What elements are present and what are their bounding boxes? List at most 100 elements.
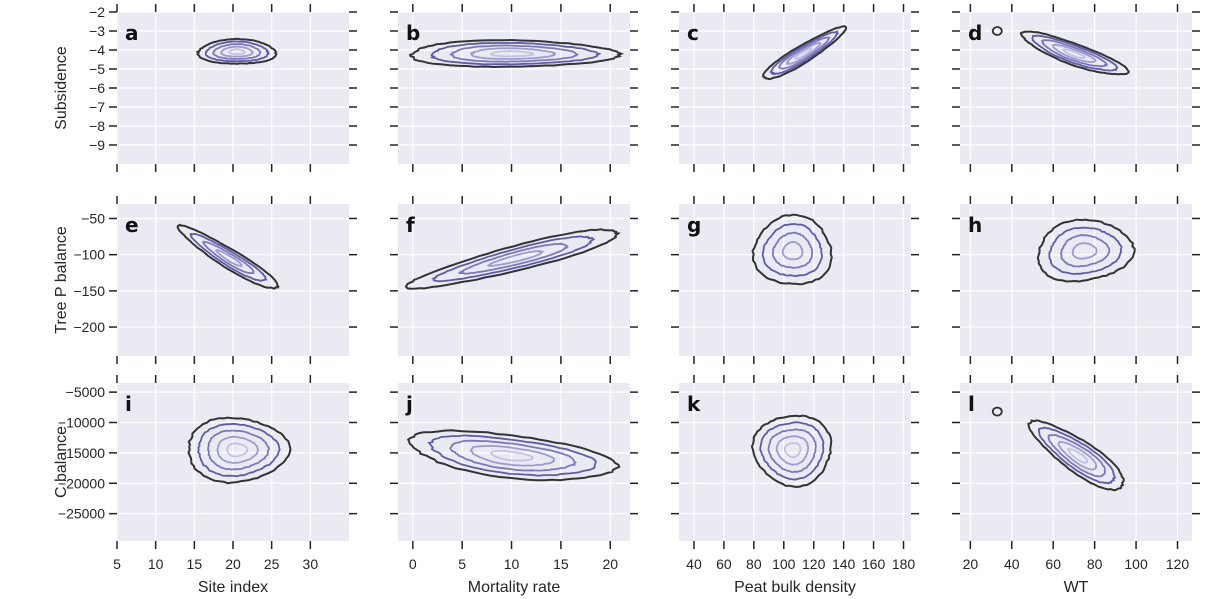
kde-contour-1 [761,223,824,278]
x-tick-label: 60 [1045,556,1061,572]
kde-outlier-contour [991,26,1003,36]
y-tick-label: −150 [73,283,105,299]
y-tick-label: −10000 [58,415,105,431]
kde-contour-2 [212,43,262,60]
kde-contour-2 [449,439,577,472]
y-tick-label: −15000 [58,445,105,461]
kde-contour-4 [783,442,802,459]
kde-contour-2 [778,36,831,70]
panel-h: h [952,196,1200,364]
x-tick-label: 0 [409,556,417,572]
y-tick-label: −25000 [58,506,105,522]
panel-letter: h [968,213,982,237]
kde-contour-3 [469,444,556,467]
kde-contour-3 [1051,43,1097,64]
panel-letter: k [687,392,701,416]
panel-letter: g [687,213,701,237]
panel-letter: a [125,21,139,45]
kde-contour-1 [429,41,602,66]
kde-contour-4 [490,449,534,462]
panel-letter: l [968,392,975,416]
x-tick-label: 180 [892,556,916,572]
kde-contour-0 [404,228,621,290]
kde-contour-3 [1071,242,1098,260]
kde-contour-0 [761,25,848,81]
panel-d: d [952,4,1200,172]
x-tick-label: 60 [716,556,732,572]
y-tick-label: −100 [73,247,105,263]
kde-contour-3 [216,435,260,465]
kde-contour-2 [1059,234,1111,268]
y-tick-label: −9 [89,137,105,153]
kde-contour-0 [406,429,621,482]
kde-contour-3 [775,435,809,466]
x-axis-title: WT [1064,579,1089,596]
kde-contour-2 [201,240,255,275]
x-tick-label: 5 [113,556,121,572]
kde-contour-3 [215,248,244,268]
kde-contour-4 [227,48,247,56]
panel-letter: b [406,21,420,45]
y-tick-label: −7 [89,99,105,115]
x-axis-title: Mortality rate [468,579,561,596]
x-tick-label: 100 [1124,556,1148,572]
y-tick-label: −4 [89,42,105,58]
kde-contour-3 [486,250,545,267]
x-tick-label: 20 [225,556,241,572]
kde-contour-1 [189,232,268,282]
panel-k: k 40 60 80 100 120 140 160 180 [671,375,919,572]
y-axis-title: C balance [53,426,70,498]
kde-contour-1 [1037,426,1117,485]
panel-letter: c [687,21,699,45]
x-tick-label: 120 [1166,556,1190,572]
panel-j: j 0 5 10 15 20 [390,375,638,572]
kde-contour-2 [448,44,579,63]
kde-contour-2 [771,231,813,269]
kde-contour-2 [1047,433,1106,478]
panel-background [960,204,1192,356]
y-tick-label: −8 [89,118,105,134]
kde-contour-1 [204,40,270,63]
panel-f: f [390,196,638,364]
kde-contour-2 [767,428,817,474]
kde-contour-0 [187,416,292,485]
kde-contour-0 [1027,419,1125,492]
x-tick-label: 40 [686,556,702,572]
y-tick-label: −6 [89,80,105,96]
kde-contour-1 [1048,226,1123,275]
kde-contour-3 [469,47,557,60]
x-tick-label: 80 [746,556,762,572]
x-tick-label: 140 [832,556,856,572]
kde-contour-1 [427,434,597,477]
kde-contour-1 [759,421,825,481]
panel-background [398,204,630,356]
panel-background [679,383,911,541]
y-tick-label: −50 [81,210,105,226]
y-tick-label: −3 [89,23,105,39]
panel-letter: j [405,392,413,416]
panel-letter: d [968,21,982,45]
y-tick-label: −5000 [66,384,106,400]
kde-contour-1 [431,235,596,283]
y-axis-title: Subsidence [53,46,70,130]
y-tick-label: −20000 [58,475,105,491]
x-tick-label: 80 [1087,556,1103,572]
kde-contour-0 [176,223,280,290]
kde-outlier-contour [991,406,1003,417]
kde-contour-0 [195,37,278,65]
panel-a: a −2 −3 −4 −5 −6 −7 −8 −9 [89,4,357,172]
kde-contour-1 [769,30,840,76]
kde-contour-1 [1031,34,1119,72]
x-tick-label: 10 [148,556,164,572]
kde-contour-3 [220,45,255,58]
x-tick-label: 20 [963,556,979,572]
panel-letter: f [406,213,415,237]
kde-contour-1 [196,422,281,478]
x-axis-title: Site index [198,579,268,596]
x-tick-label: 15 [187,556,203,572]
kde-contour-2 [207,429,270,471]
kde-contour-4 [1067,447,1089,464]
kde-contour-4 [794,47,815,61]
kde-contour-0 [751,213,833,286]
x-tick-label: 10 [504,556,520,572]
